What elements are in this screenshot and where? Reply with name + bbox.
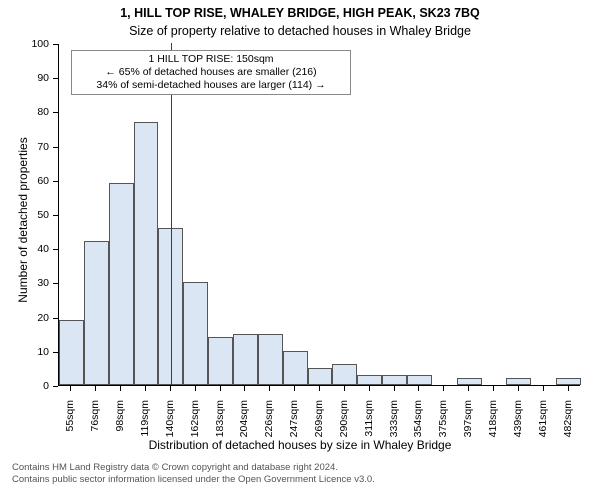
histogram-bar	[183, 282, 208, 385]
y-tick-label: 20	[0, 312, 49, 324]
histogram-bar	[208, 337, 233, 385]
histogram-bar	[556, 378, 581, 385]
y-tick-label: 80	[0, 106, 49, 118]
y-tick-label: 10	[0, 346, 49, 358]
x-tick	[145, 386, 146, 391]
histogram-bar	[134, 122, 159, 385]
y-tick	[53, 112, 58, 113]
histogram-bar	[59, 320, 84, 385]
histogram-bar	[457, 378, 482, 385]
x-tick	[518, 386, 519, 391]
y-tick-label: 0	[0, 380, 49, 392]
footer-line: Contains public sector information licen…	[12, 474, 375, 486]
x-tick	[394, 386, 395, 391]
footer-text: Contains HM Land Registry data © Crown c…	[12, 462, 375, 486]
x-tick	[269, 386, 270, 391]
annotation-line: 1 HILL TOP RISE: 150sqm	[76, 53, 346, 66]
y-tick	[53, 318, 58, 319]
histogram-bar	[308, 368, 333, 385]
y-tick-label: 30	[0, 277, 49, 289]
y-tick-label: 60	[0, 175, 49, 187]
y-tick	[53, 386, 58, 387]
y-tick-label: 40	[0, 243, 49, 255]
y-tick	[53, 147, 58, 148]
x-tick	[70, 386, 71, 391]
histogram-bar	[407, 375, 432, 385]
annotation-box: 1 HILL TOP RISE: 150sqm← 65% of detached…	[71, 50, 351, 95]
y-tick-label: 100	[0, 38, 49, 50]
x-tick	[543, 386, 544, 391]
x-tick	[493, 386, 494, 391]
histogram-bar	[382, 375, 407, 385]
x-tick	[344, 386, 345, 391]
annotation-line: ← 65% of detached houses are smaller (21…	[76, 66, 346, 79]
y-tick-label: 50	[0, 209, 49, 221]
x-tick	[443, 386, 444, 391]
y-tick-label: 70	[0, 141, 49, 153]
histogram-bar	[283, 351, 308, 385]
y-tick	[53, 78, 58, 79]
histogram-bar	[109, 183, 134, 385]
x-tick	[369, 386, 370, 391]
title-line-2: Size of property relative to detached ho…	[0, 24, 600, 38]
y-tick-label: 90	[0, 72, 49, 84]
histogram-bar	[258, 334, 283, 385]
histogram-bar	[506, 378, 531, 385]
x-tick	[120, 386, 121, 391]
y-tick	[53, 215, 58, 216]
y-tick	[53, 44, 58, 45]
x-axis-label: Distribution of detached houses by size …	[0, 438, 600, 452]
plot-area: 1 HILL TOP RISE: 150sqm← 65% of detached…	[58, 44, 580, 386]
x-tick	[244, 386, 245, 391]
x-tick	[95, 386, 96, 391]
chart-container: 1, HILL TOP RISE, WHALEY BRIDGE, HIGH PE…	[0, 0, 600, 500]
x-tick	[294, 386, 295, 391]
annotation-line: 34% of semi-detached houses are larger (…	[76, 79, 346, 92]
histogram-bar	[357, 375, 382, 385]
y-tick	[53, 249, 58, 250]
x-tick	[468, 386, 469, 391]
title-line-1: 1, HILL TOP RISE, WHALEY BRIDGE, HIGH PE…	[0, 6, 600, 20]
x-tick	[418, 386, 419, 391]
histogram-bar	[233, 334, 258, 385]
x-tick	[170, 386, 171, 391]
x-tick	[220, 386, 221, 391]
y-tick	[53, 283, 58, 284]
y-tick	[53, 352, 58, 353]
y-tick	[53, 181, 58, 182]
x-tick	[195, 386, 196, 391]
histogram-bar	[84, 241, 109, 385]
histogram-bar	[332, 364, 357, 385]
x-tick	[319, 386, 320, 391]
x-tick	[568, 386, 569, 391]
footer-line: Contains HM Land Registry data © Crown c…	[12, 462, 375, 474]
